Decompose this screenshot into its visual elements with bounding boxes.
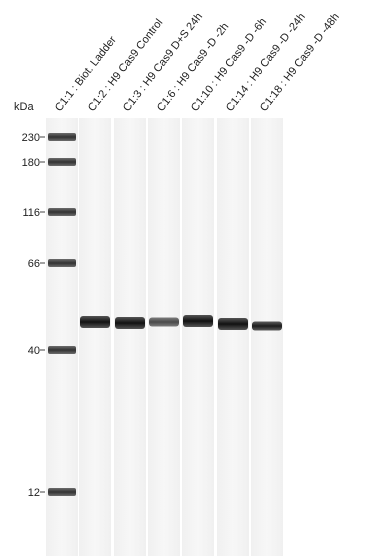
ladder-band — [48, 488, 76, 496]
marker-label: 12 — [28, 487, 40, 499]
marker-label: 40 — [28, 345, 40, 357]
ladder-band — [48, 133, 76, 141]
band — [252, 322, 282, 331]
ladder-band — [48, 346, 76, 354]
lane-label: C1:1 : Biot. Ladder — [53, 34, 119, 114]
lane — [251, 118, 283, 556]
band — [183, 315, 213, 327]
lane — [217, 118, 249, 556]
ladder-band — [48, 208, 76, 216]
marker-label: 66 — [28, 258, 40, 270]
lane — [182, 118, 214, 556]
band — [115, 317, 145, 329]
lane — [114, 118, 146, 556]
ladder-band — [48, 259, 76, 267]
lane — [148, 118, 180, 556]
band — [149, 318, 179, 327]
unit-label: kDa — [14, 101, 34, 113]
marker-label: 230 — [22, 132, 40, 144]
marker-label: 180 — [22, 157, 40, 169]
marker-label: 116 — [22, 207, 40, 219]
lanes — [46, 118, 283, 556]
blot-figure: kDa C1:1 : Biot. LadderC1:2 : H9 Cas9 Co… — [0, 0, 373, 558]
band — [80, 316, 110, 328]
ladder-band — [48, 158, 76, 166]
lane — [79, 118, 111, 556]
band — [218, 318, 248, 330]
